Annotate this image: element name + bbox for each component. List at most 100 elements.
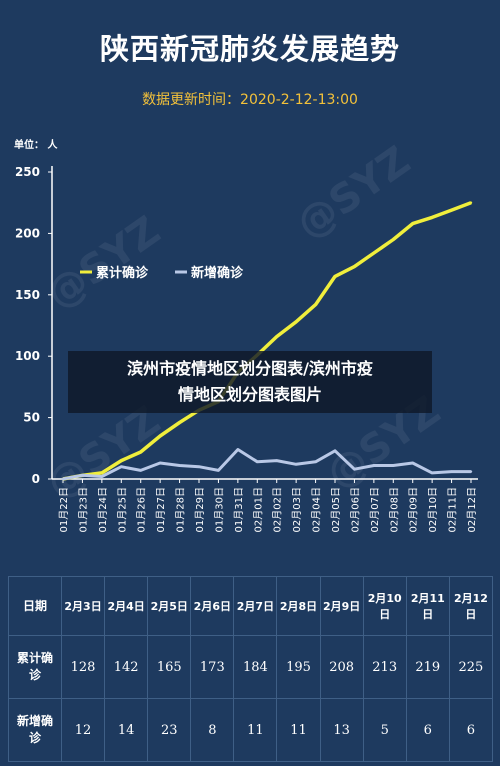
x-tick-label: 02月01日 (252, 487, 264, 532)
data-point (469, 201, 473, 204)
cumulative-cell: 219 (405, 635, 450, 700)
new-cell: 11 (276, 698, 321, 762)
x-tick-label: 02月11日 (447, 487, 459, 532)
table-row-new: 新增确诊 12 14 23 8 11 11 13 5 6 6 (8, 698, 494, 762)
date-cell: 2月12日 (448, 575, 494, 637)
data-point (158, 434, 162, 438)
row-header-date: 日期 (8, 575, 62, 637)
date-cell: 2月3日 (60, 575, 106, 637)
data-point (392, 464, 395, 467)
table-row-dates: 日期 2月3日 2月4日 2月5日 2月6日 2月7日 2月8日 2月9日 2月10日 2月11… (8, 575, 494, 637)
x-tick-label: 02月03日 (291, 487, 303, 532)
series-line-new (62, 448, 471, 481)
date-cell: 2月9日 (319, 575, 364, 637)
date-cell: 2月11日 (405, 575, 450, 637)
cumulative-cell: 142 (104, 635, 149, 700)
date-cell: 2月5日 (147, 575, 192, 637)
x-tick-label: 02月12日 (466, 487, 478, 532)
data-point (372, 464, 376, 467)
x-tick-label: 02月02日 (272, 487, 284, 532)
y-tick-label: 250 (15, 165, 40, 179)
data-point (139, 450, 142, 454)
data-point (314, 460, 317, 464)
new-cell: 14 (104, 698, 149, 762)
data-point (430, 471, 434, 475)
table-row-cumulative: 累计确诊 128 142 165 173 184 195 208 213 219 225 (8, 635, 494, 700)
data-point (411, 461, 414, 465)
data-point (178, 464, 181, 467)
row-header-new: 新增确诊 (8, 698, 62, 762)
x-tick-label: 02月05日 (330, 487, 342, 532)
y-tick-label: 200 (15, 226, 40, 240)
data-point (450, 208, 453, 212)
data-point (120, 465, 123, 468)
data-point (450, 470, 453, 473)
date-cell: 2月4日 (104, 575, 149, 637)
trend-chart: 0 50 100 150 200 250 01月22日 01月23日 01月24日 01月25日 0… (15, 165, 478, 532)
cumulative-cell: 173 (190, 635, 235, 700)
page-title: 陕西新冠肺炎发展趋势 (99, 32, 400, 66)
data-point (236, 448, 240, 451)
overlay-line-1: 滨州市疫情地区划分图表/滨州市疫 (127, 359, 373, 378)
new-cell: 12 (60, 698, 106, 762)
data-point (158, 461, 162, 465)
date-cell: 2月7日 (233, 575, 278, 637)
data-point (178, 421, 181, 424)
x-tick-label: 02月06日 (349, 487, 361, 532)
data-point (372, 251, 376, 255)
x-tick-label: 01月28日 (175, 487, 187, 532)
data-point (314, 303, 317, 306)
data-point (294, 320, 298, 324)
data-point (411, 222, 414, 225)
data-point (197, 465, 201, 468)
date-cell: 2月8日 (276, 575, 321, 637)
x-tick-label: 01月25日 (116, 487, 128, 532)
overlay-line-2: 情地区划分图表图片 (177, 385, 322, 404)
date-cell: 2月10日 (362, 575, 407, 637)
data-point (256, 460, 259, 464)
new-cell: 11 (233, 698, 278, 762)
x-tick-label: 02月07日 (369, 487, 381, 532)
new-cell: 23 (147, 698, 192, 762)
data-table: 日期 2月3日 2月4日 2月5日 2月6日 2月7日 2月8日 2月9日 2月10日 2月11… (8, 575, 494, 762)
x-tick-label: 02月08日 (388, 487, 400, 532)
x-tick-label: 02月04日 (311, 487, 323, 532)
x-tick-label: 01月24日 (97, 487, 109, 532)
x-tick-label: 01月27日 (155, 487, 167, 532)
new-cell: 6 (448, 698, 494, 762)
unit-label: 单位： 人 (14, 140, 58, 151)
new-cell: 13 (319, 698, 364, 762)
data-point (275, 335, 278, 338)
x-tick-label: 02月09日 (408, 487, 420, 532)
row-header-cumulative: 累计确诊 (8, 635, 62, 700)
cumulative-cell: 128 (60, 635, 106, 700)
y-tick-label: 0 (32, 472, 40, 486)
cumulative-cell: 165 (147, 635, 192, 700)
data-point (81, 474, 84, 477)
new-cell: 8 (190, 698, 235, 762)
y-tick-label: 150 (15, 288, 40, 302)
data-point (275, 459, 278, 462)
new-cell: 6 (405, 698, 450, 762)
legend-label: 新增确诊 (191, 265, 244, 281)
x-tick-label: 01月30日 (213, 487, 225, 532)
x-tick-label: 01月23日 (77, 487, 89, 532)
data-point (120, 459, 123, 462)
new-cell: 5 (362, 698, 407, 762)
date-cell: 2月6日 (190, 575, 235, 637)
cumulative-cell: 195 (276, 635, 321, 700)
cumulative-cell: 225 (448, 635, 494, 700)
data-point (392, 238, 395, 241)
series-line-cumulative (62, 201, 472, 481)
overlay-caption: 滨州市疫情地区划分图表/滨州市疫 情地区划分图表图片 (68, 351, 432, 413)
y-tick-label: 50 (23, 411, 40, 425)
data-point (294, 463, 298, 466)
data-point (61, 477, 65, 481)
update-time: 数据更新时间：2020-2-12-13:00 (142, 92, 358, 108)
x-tick-label: 01月29日 (194, 487, 206, 532)
data-point (333, 449, 337, 452)
x-tick-label: 01月26日 (136, 487, 148, 532)
cumulative-cell: 208 (319, 635, 364, 700)
data-point (469, 470, 473, 473)
cumulative-cell: 184 (233, 635, 278, 700)
